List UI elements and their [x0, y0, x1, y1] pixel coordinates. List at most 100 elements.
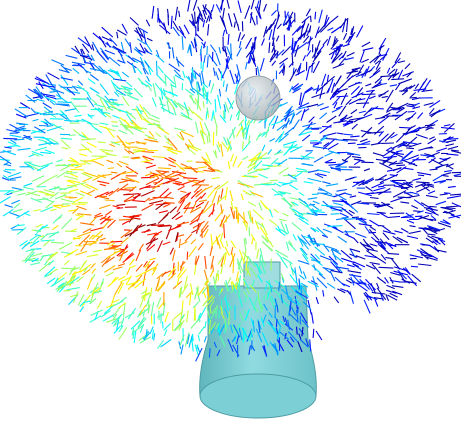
fiber	[30, 263, 40, 265]
fiber	[181, 242, 188, 245]
fiber	[300, 248, 308, 259]
fiber	[343, 139, 358, 140]
fiber	[351, 110, 357, 114]
fiber	[60, 87, 72, 88]
fiber	[335, 277, 345, 286]
fiber	[323, 290, 324, 296]
fiber	[326, 184, 338, 186]
fiber	[79, 154, 87, 156]
fiber	[360, 51, 364, 63]
fiber	[278, 159, 288, 165]
fiber	[164, 157, 175, 163]
fiber	[10, 213, 20, 217]
fiber	[100, 149, 114, 151]
fiber	[23, 187, 34, 189]
fiber	[133, 150, 145, 151]
fiber-field	[0, 0, 461, 361]
fiber	[375, 179, 384, 180]
fiber	[185, 234, 192, 242]
fiber	[31, 198, 42, 202]
fiber	[36, 77, 49, 84]
fiber	[105, 200, 115, 201]
fiber	[226, 216, 227, 222]
fiber	[203, 101, 204, 108]
fiber	[211, 83, 214, 93]
fiber	[220, 215, 225, 227]
fiber	[50, 209, 56, 211]
fiber	[22, 242, 30, 249]
fiber	[58, 102, 72, 103]
fiber	[427, 234, 435, 235]
fiber	[238, 1, 241, 13]
fiber	[233, 259, 234, 273]
fiber	[357, 144, 370, 145]
fiber	[320, 107, 329, 110]
fiber	[327, 36, 330, 46]
fiber	[129, 259, 134, 265]
fiber	[152, 6, 154, 19]
fiber	[398, 70, 403, 80]
fiber	[122, 72, 129, 77]
fiber	[373, 153, 384, 156]
fiber	[199, 200, 207, 202]
fiber	[100, 238, 106, 240]
fiber	[161, 339, 172, 347]
fiber	[81, 139, 96, 140]
fiber	[390, 197, 404, 202]
fiber	[204, 292, 206, 298]
fiber	[11, 200, 19, 204]
fiber	[411, 206, 417, 209]
fiber	[407, 236, 418, 239]
fiber	[157, 298, 161, 308]
fiber	[308, 170, 319, 172]
fiber	[321, 205, 333, 206]
fiber	[417, 172, 431, 175]
fiber	[132, 64, 135, 73]
fiber	[245, 238, 246, 244]
fiber	[379, 267, 394, 268]
fiber	[71, 48, 81, 55]
fiber	[347, 18, 348, 32]
fiber	[146, 178, 159, 185]
fiber	[87, 255, 99, 257]
fiber	[347, 53, 355, 57]
fiber	[426, 195, 438, 197]
fiber	[242, 156, 248, 159]
fiber	[163, 322, 164, 329]
fiber	[149, 131, 154, 136]
fiber	[164, 330, 167, 337]
fiber	[323, 133, 337, 136]
fiber	[117, 163, 122, 167]
fiber	[320, 113, 327, 119]
fiber	[390, 277, 394, 283]
fiber	[117, 32, 118, 38]
fiber	[327, 283, 335, 288]
fiber	[65, 231, 77, 232]
fiber	[151, 288, 152, 297]
fiber	[153, 182, 160, 183]
fiber	[61, 140, 70, 148]
fiber	[69, 189, 78, 192]
fiber	[333, 64, 344, 69]
fiber	[338, 236, 347, 242]
fiber	[230, 70, 235, 84]
fiber	[65, 197, 73, 198]
fiber	[127, 82, 133, 87]
fiber	[369, 229, 379, 240]
fiber	[221, 241, 224, 248]
fiber	[87, 143, 96, 148]
fiber	[119, 161, 129, 165]
fiber	[216, 53, 220, 65]
fiber	[197, 82, 198, 96]
fiber	[46, 175, 58, 181]
fiber	[236, 126, 242, 137]
fiber	[113, 79, 126, 81]
fiber	[67, 288, 80, 290]
fiber	[177, 278, 179, 287]
fiber	[109, 99, 117, 100]
fiber	[89, 157, 103, 161]
fiber	[307, 104, 318, 107]
fiber	[207, 56, 208, 67]
fiber	[253, 210, 264, 220]
fiber	[322, 182, 330, 184]
